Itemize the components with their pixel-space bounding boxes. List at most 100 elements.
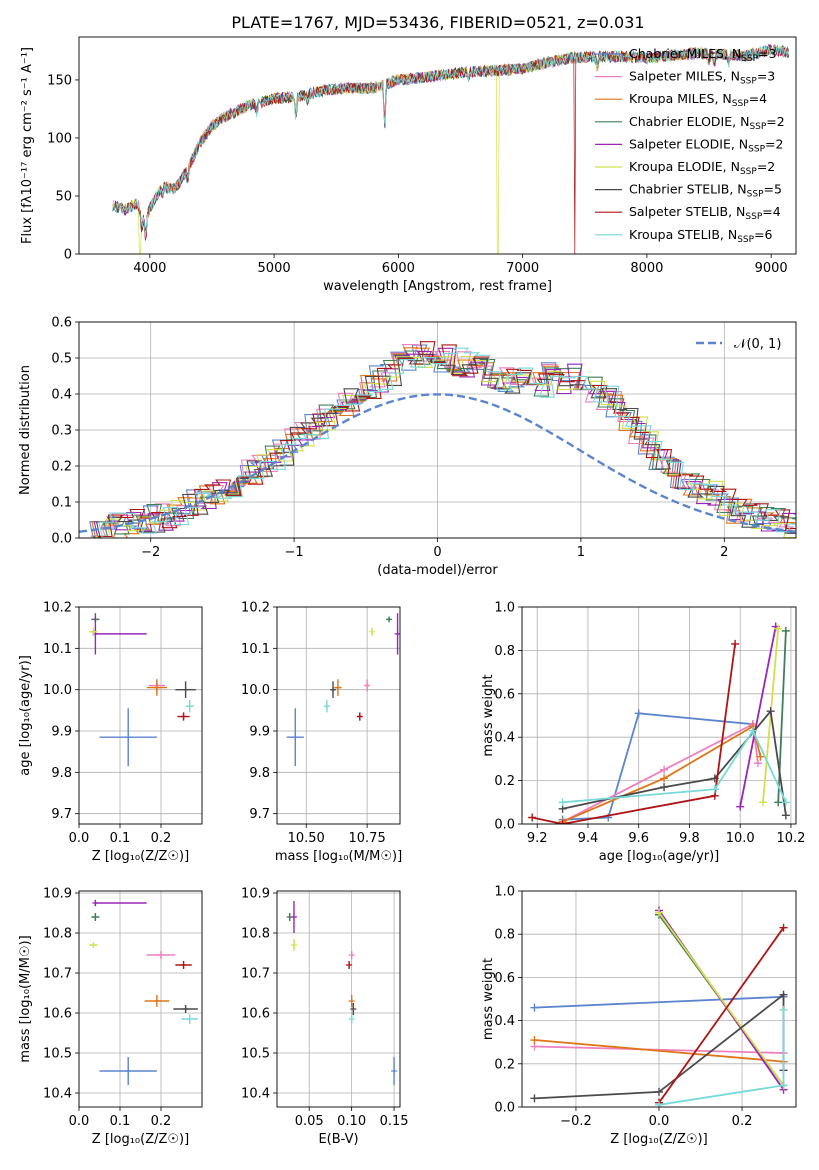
- residuals-ytick-label: 0.1: [51, 496, 72, 511]
- age-vs-mass-ytick-label: 9.9: [249, 725, 270, 740]
- residuals-ytick-label: 0.4: [51, 388, 72, 403]
- mass-vs-ebv-ytick-label: 10.5: [241, 1047, 270, 1062]
- mass-vs-z-xtick-label: 0.2: [151, 1114, 172, 1129]
- weight-vs-age-xtick-label: 9.2: [527, 831, 548, 846]
- mass-vs-z-marks: [89, 899, 198, 1085]
- residuals-xtick-label: −2: [141, 545, 160, 560]
- residual-histogram: [79, 344, 796, 538]
- plots: 4000 5000 6000 7000 8000 9000 0 50 100 150 wavelen…: [18, 36, 805, 1148]
- residuals-marks: [79, 341, 796, 538]
- data-point: [368, 628, 375, 635]
- weight-line: [534, 1045, 784, 1054]
- weight-line: [658, 912, 785, 1086]
- data-point: [356, 713, 363, 720]
- spectrum-line: [112, 45, 789, 238]
- data-point: [125, 1068, 132, 1074]
- mass-vs-ebv-ytick-label: 10.7: [241, 967, 270, 982]
- mass-vs-ebv-panel: 0.05 0.10 0.15 10.4 10.5 10.6 10.7 10.8 10.9 E(B-…: [241, 887, 408, 1148]
- weight-vs-age-ylabel: mass weight: [481, 674, 496, 756]
- data-point: [186, 1016, 193, 1022]
- weight-marker: [558, 798, 567, 807]
- residuals-panel: −2 −1 0 1 2 0.0 0.1 0.2 0.3 0.4 0.5 0.6 (data-model)…: [18, 316, 797, 578]
- legend-entry: Chabrier STELIB, NSSP=5: [629, 182, 782, 200]
- residuals-ylabel: Normed distribution: [18, 365, 33, 495]
- weight-marker: [530, 1094, 539, 1103]
- weight-marker: [766, 707, 775, 716]
- legend-entry: Chabrier ELODIE, NSSP=2: [629, 114, 785, 132]
- data-point: [386, 616, 393, 623]
- weight-vs-age-xtick-label: 10.2: [776, 831, 805, 846]
- data-point: [90, 628, 97, 635]
- gaussian-curve: [79, 393, 796, 533]
- weight-marker: [655, 1087, 663, 1096]
- age-vs-z-ytick-label: 10.0: [43, 683, 72, 698]
- weight-marker: [528, 813, 537, 822]
- mass-vs-z-xtick-label: 0.0: [69, 1114, 90, 1129]
- weight-vs-z-ytick-label: 0.4: [494, 1014, 515, 1029]
- figure-title: PLATE=1767, MJD=53436, FIBERID=0521, z=0…: [231, 13, 644, 32]
- weight-marker: [655, 908, 663, 917]
- mass-vs-ebv-frame: [276, 890, 401, 1108]
- age-vs-mass-panel: 10.50 10.75 9.7 9.8 9.9 10.0 10.1 10.2 mass [log…: [241, 601, 402, 865]
- mass-vs-ebv-xtick-label: 0.15: [380, 1114, 409, 1129]
- weight-marker: [779, 1081, 788, 1090]
- weight-vs-z-marks: [530, 906, 788, 1107]
- weight-vs-age-ytick-label: 1.0: [494, 601, 515, 616]
- residuals-ytick-label: 0.0: [51, 532, 72, 547]
- weight-marker: [774, 798, 783, 807]
- legend-entry: Kroupa ELODIE, NSSP=2: [629, 159, 775, 177]
- weight-vs-age-xtick-label: 10.0: [726, 831, 755, 846]
- weight-line: [562, 712, 753, 821]
- age-vs-z-xtick-label: 0.0: [69, 831, 90, 846]
- weight-vs-z-frame: [521, 890, 797, 1108]
- residual-histogram: [85, 353, 796, 538]
- spectrum-xtick-label: 6000: [382, 261, 415, 276]
- weight-marker: [736, 802, 745, 811]
- weight-vs-z-ytick-label: 0.8: [494, 928, 515, 943]
- weight-marker: [753, 759, 762, 768]
- weight-marker: [756, 752, 765, 761]
- weight-marker: [660, 783, 669, 792]
- legend-entry: Salpeter MILES, NSSP=3: [629, 69, 775, 87]
- mass-vs-z-ytick-label: 10.5: [43, 1047, 72, 1062]
- data-point: [153, 684, 160, 691]
- residuals-ytick-label: 0.2: [51, 460, 72, 475]
- spectrum-ylabel: Flux [fλ10⁻¹⁷ erg cm⁻² s⁻¹ A⁻¹]: [20, 47, 35, 244]
- mass-vs-ebv-xtick-label: 0.05: [295, 1114, 324, 1129]
- data-point: [153, 998, 160, 1004]
- age-vs-z-ytick-label: 9.9: [51, 725, 72, 740]
- data-point: [364, 682, 371, 689]
- mass-vs-ebv-marks: [286, 901, 398, 1085]
- mass-vs-z-ytick-label: 10.4: [43, 1087, 72, 1102]
- residual-histogram: [87, 341, 796, 538]
- mass-vs-z-ytick-label: 10.7: [43, 967, 72, 982]
- weight-marker: [748, 726, 757, 735]
- mass-vs-ebv-xlabel: E(B-V): [318, 1132, 358, 1147]
- spectrum-legend: Chabrier MILES, NSSP=3 Salpeter MILES, NS…: [595, 46, 785, 245]
- residuals-xtick-label: 2: [720, 545, 728, 560]
- weight-marker: [759, 798, 768, 807]
- data-point: [180, 713, 187, 720]
- residuals-axes: −2 −1 0 1 2 0.0 0.1 0.2 0.3 0.4 0.5 0.6 (data-model)…: [18, 316, 797, 578]
- weight-vs-z-ytick-label: 0.6: [494, 971, 515, 986]
- legend-entry: Chabrier MILES, NSSP=3: [629, 46, 777, 64]
- weight-vs-z-axes: −0.2 0.0 0.2 0.0 0.2 0.4 0.6 0.8 1.0 Z [log₁₀(Z/Z…: [481, 885, 797, 1147]
- residuals-xtick-label: −1: [285, 545, 304, 560]
- weight-vs-z-panel: −0.2 0.0 0.2 0.0 0.2 0.4 0.6 0.8 1.0 Z [log₁₀(Z/Z…: [481, 885, 797, 1147]
- legend-entry: Salpeter ELODIE, NSSP=2: [629, 136, 783, 154]
- mass-vs-ebv-ytick-label: 10.6: [241, 1007, 270, 1022]
- weight-marker: [774, 624, 783, 633]
- data-point: [92, 900, 99, 906]
- weight-line: [534, 1039, 784, 1063]
- data-point: [350, 1006, 357, 1012]
- age-vs-z-panel: 0.0 0.1 0.2 9.7 9.8 9.9 10.0 10.1 10.2 Z [log₁₀(Z…: [18, 601, 203, 864]
- age-vs-mass-ytick-label: 10.1: [241, 642, 270, 657]
- residuals-frame: [78, 321, 797, 539]
- data-point: [180, 962, 187, 968]
- data-point: [348, 998, 355, 1004]
- data-point: [92, 914, 99, 920]
- age-vs-z-xlabel: Z [log₁₀(Z/Z☉)]: [92, 849, 189, 864]
- spectrum-xtick-label: 7000: [506, 261, 539, 276]
